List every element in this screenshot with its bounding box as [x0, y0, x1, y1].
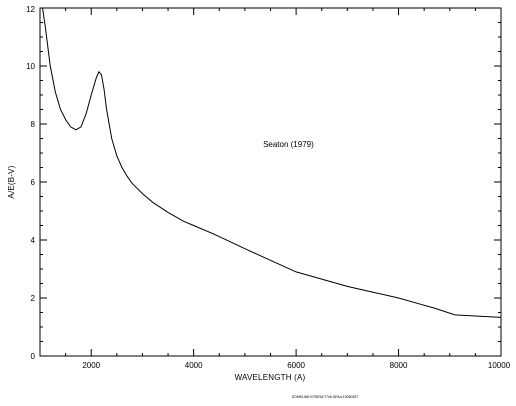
plot-frame: [39, 7, 502, 357]
x-axis-label: WAVELENGTH (A): [235, 373, 306, 382]
y-tick-label: 0: [31, 352, 36, 361]
footer-note: SOMELINE/XTBPACT/V6 DFAa-15060257: [292, 395, 359, 399]
x-tick-label: 10000: [488, 361, 511, 370]
x-tick-label: 8000: [390, 361, 408, 370]
y-tick-label: 4: [31, 236, 36, 245]
annotation-label: Seaton (1979): [263, 140, 314, 149]
extinction-curve-line: [42, 7, 502, 318]
y-tick-label: 10: [26, 62, 35, 71]
x-tick-label: 4000: [185, 361, 203, 370]
axis-ticks: [40, 8, 501, 356]
x-tick-label: 6000: [287, 361, 305, 370]
x-tick-label: 2000: [82, 361, 100, 370]
y-axis-label: A/E(B-V): [7, 165, 16, 198]
y-tick-label: 8: [31, 120, 36, 129]
y-tick-label: 6: [31, 178, 36, 187]
axis-tick-labels: 2000 4000 6000 8000 10000 0 2 4 6 8 10 12: [26, 5, 511, 370]
y-tick-label: 2: [31, 294, 36, 303]
y-tick-label: 12: [26, 5, 35, 14]
